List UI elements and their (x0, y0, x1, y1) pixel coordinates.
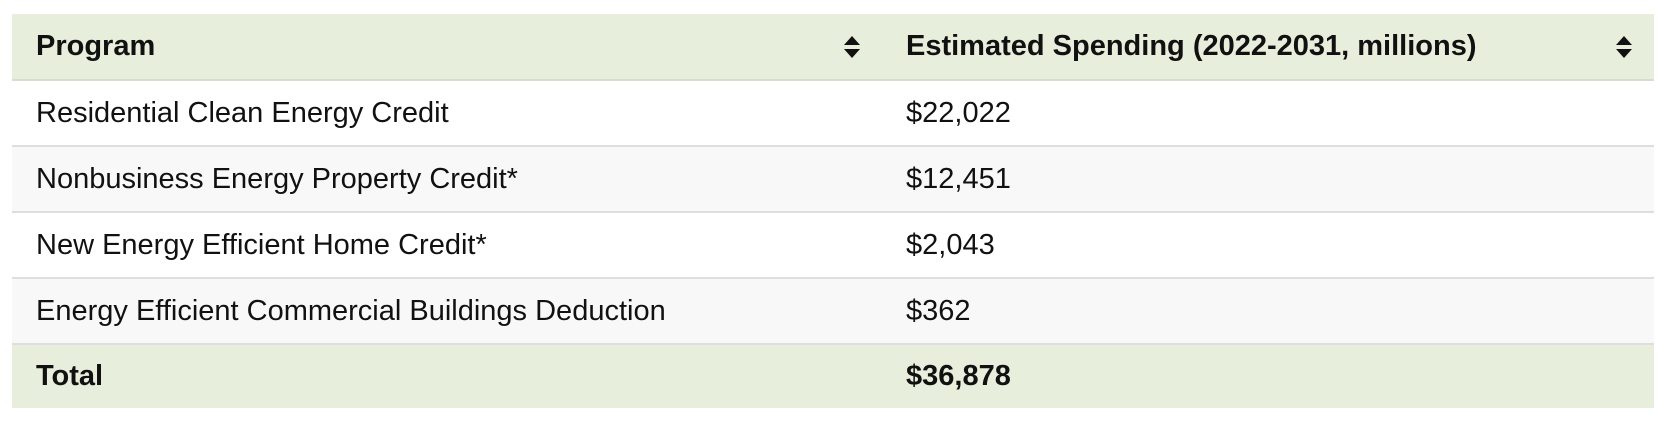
column-header-label: Estimated Spending (2022-2031, millions) (906, 30, 1477, 62)
table-row: Residential Clean Energy Credit $22,022 (12, 80, 1654, 146)
program-cell: Nonbusiness Energy Property Credit* (36, 162, 518, 195)
total-row: Total $36,878 (12, 344, 1654, 408)
spending-table-container: Program Estimated Spending (2022-2031, m… (12, 14, 1654, 408)
column-header-spending[interactable]: Estimated Spending (2022-2031, millions) (882, 14, 1654, 80)
total-label: Total (36, 360, 104, 392)
table-row: Energy Efficient Commercial Buildings De… (12, 278, 1654, 344)
table-row: Nonbusiness Energy Property Credit* $12,… (12, 146, 1654, 212)
column-header-label: Program (36, 30, 156, 62)
table-row: New Energy Efficient Home Credit* $2,043 (12, 212, 1654, 278)
spending-cell: $362 (906, 294, 971, 327)
total-spending: $36,878 (906, 360, 1011, 392)
program-cell: Energy Efficient Commercial Buildings De… (36, 294, 666, 327)
program-cell: New Energy Efficient Home Credit* (36, 228, 487, 261)
table-body: Residential Clean Energy Credit $22,022 … (12, 80, 1654, 408)
column-header-program[interactable]: Program (12, 14, 882, 80)
program-cell: Residential Clean Energy Credit (36, 96, 449, 129)
spending-cell: $2,043 (906, 228, 995, 261)
spending-cell: $12,451 (906, 162, 1011, 195)
sort-up-down-icon[interactable] (1614, 34, 1634, 60)
table-header: Program Estimated Spending (2022-2031, m… (12, 14, 1654, 80)
header-row: Program Estimated Spending (2022-2031, m… (12, 14, 1654, 80)
spending-cell: $22,022 (906, 96, 1011, 129)
sort-up-down-icon[interactable] (842, 34, 862, 60)
spending-table: Program Estimated Spending (2022-2031, m… (12, 14, 1654, 408)
